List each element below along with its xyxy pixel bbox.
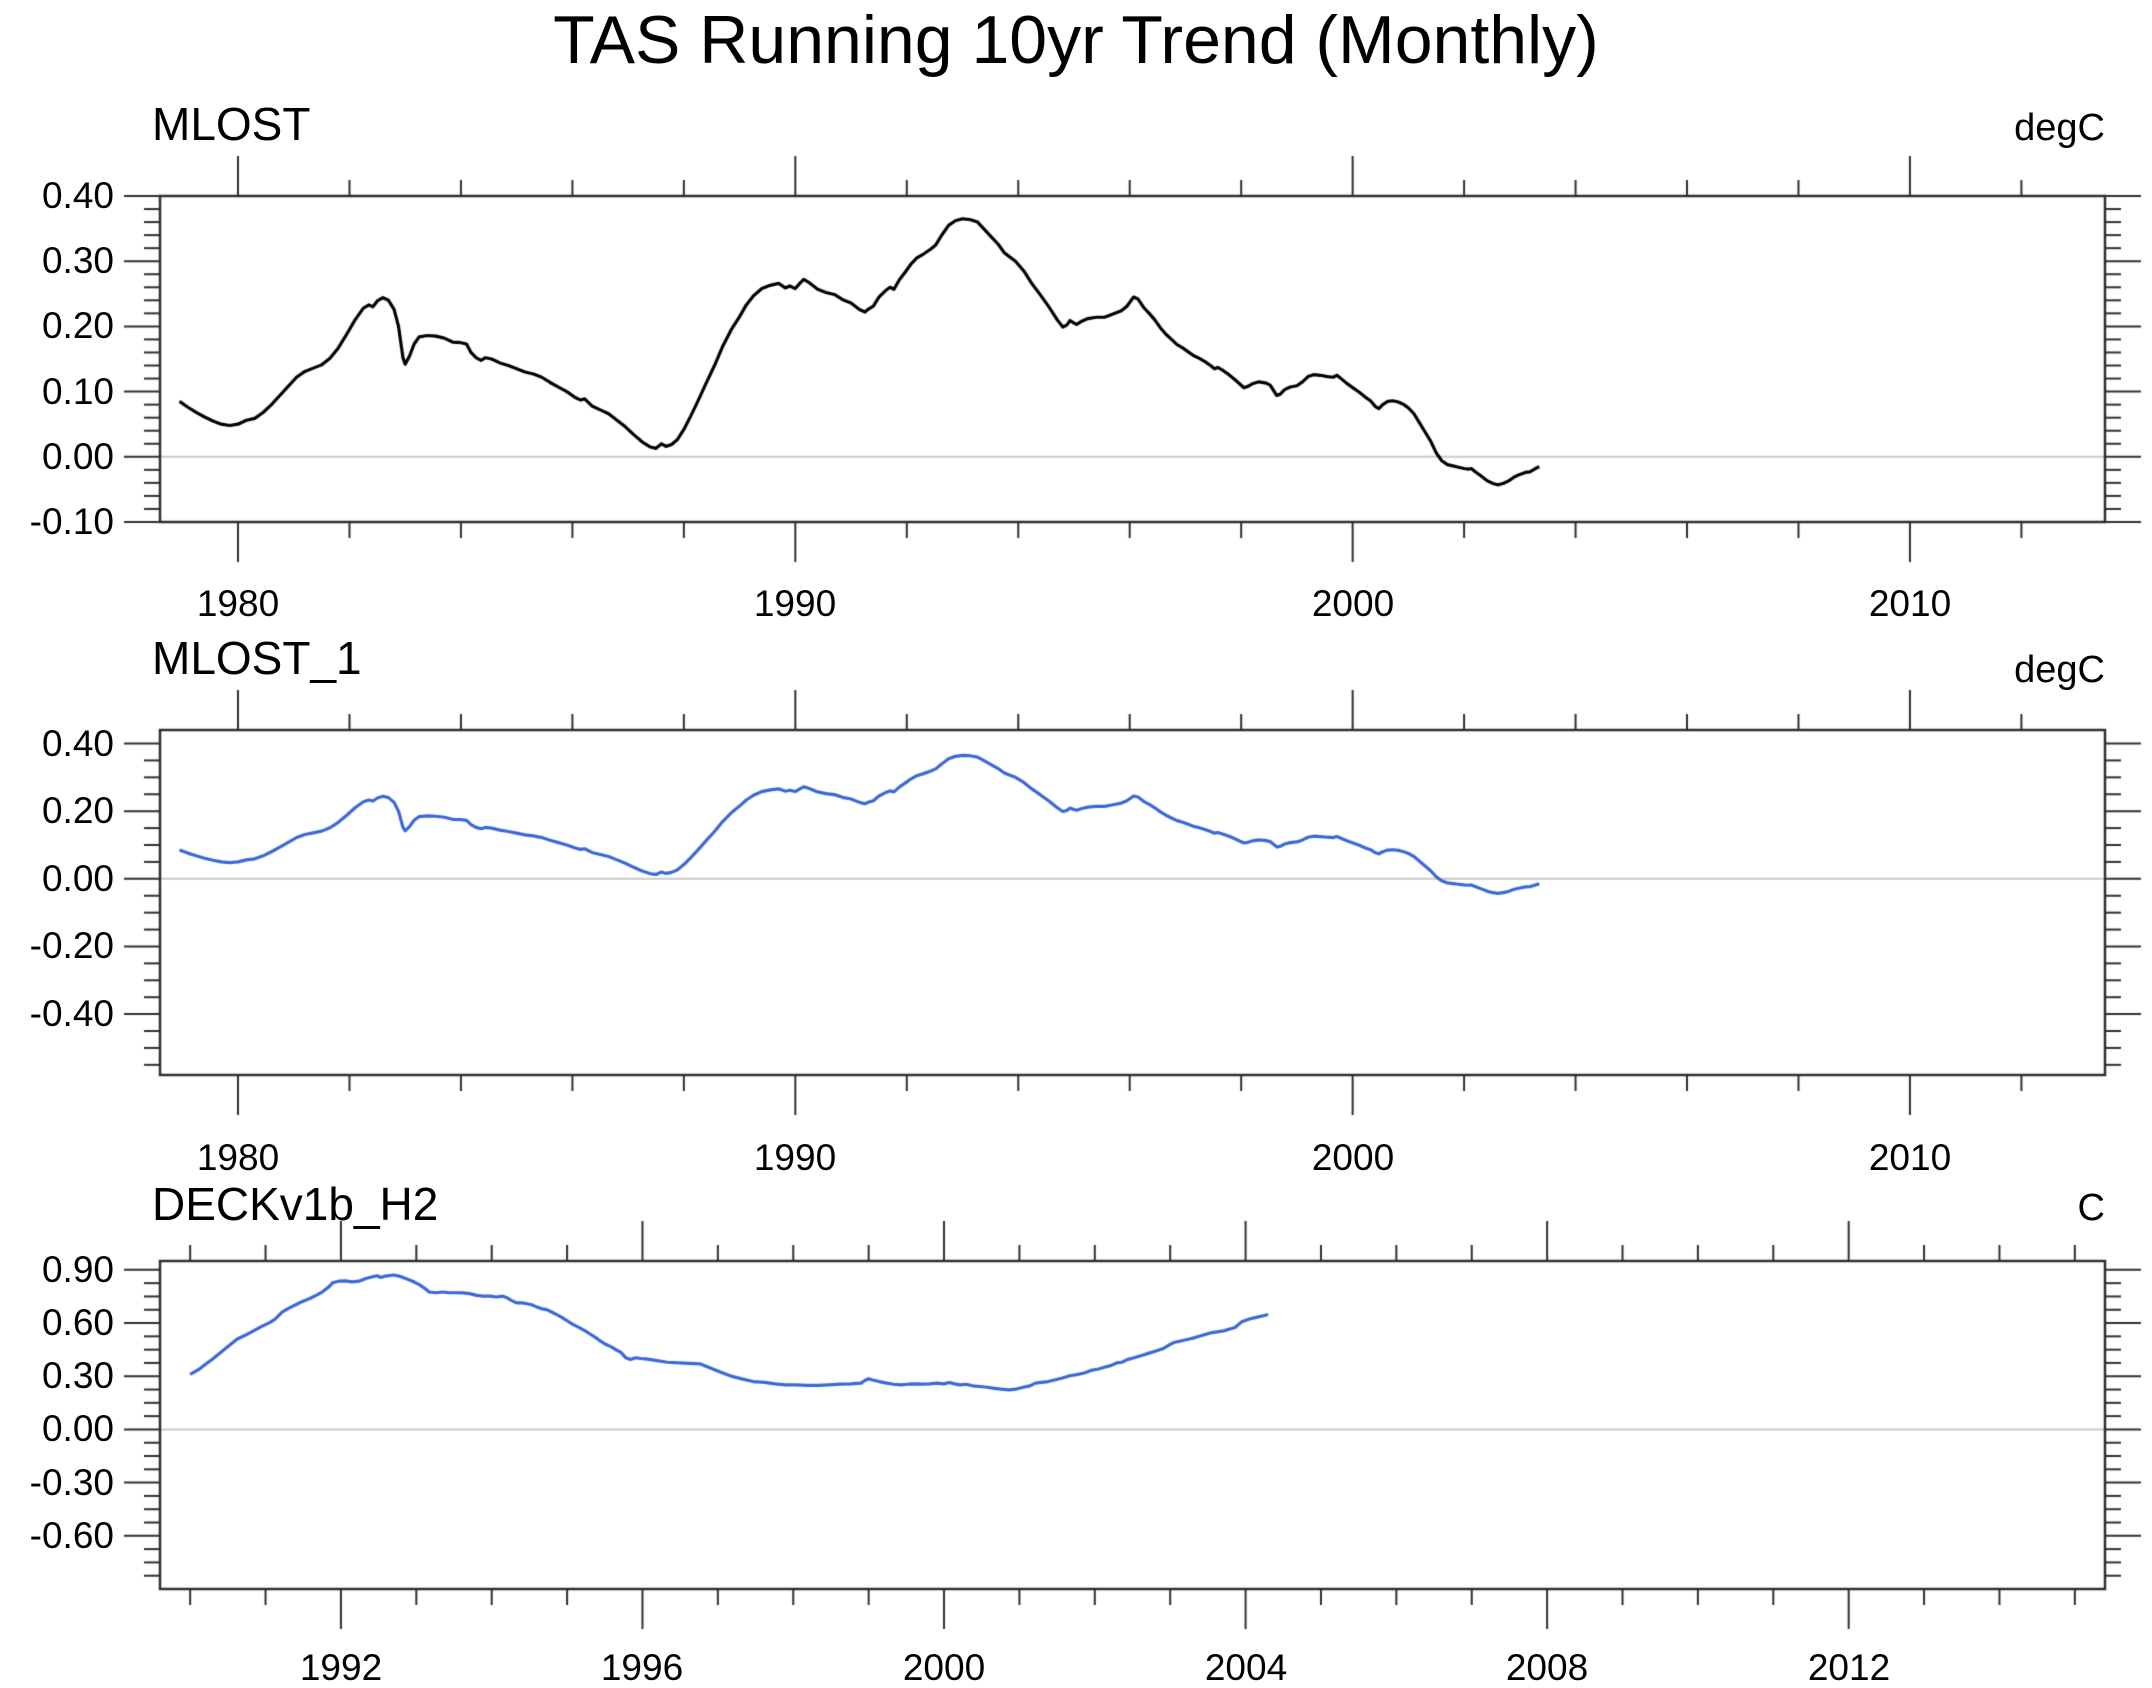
x-axis-tick-label: 1990 [753, 583, 837, 624]
y-axis-tick-label: 0.00 [41, 858, 114, 899]
x-axis-tick-label: 1990 [753, 1137, 837, 1178]
y-axis-tick-label: 0.60 [41, 1302, 114, 1343]
y-axis-tick-label: 0.20 [41, 305, 114, 346]
unit-label-panel1: degC [2014, 107, 2105, 149]
unit-label-panel3: C [2077, 1187, 2105, 1229]
x-axis-tick-label: 2012 [1807, 1647, 1891, 1688]
y-axis-tick-label: 0.00 [41, 1408, 114, 1449]
y-axis-tick-label: 0.90 [41, 1249, 114, 1290]
y-axis-tick-label: 0.10 [41, 371, 114, 412]
x-axis-tick-label: 2008 [1505, 1647, 1589, 1688]
y-axis-tick-label: -0.30 [29, 1462, 114, 1503]
unit-label-panel2: degC [2014, 649, 2105, 691]
panel-title-deckv1b-h2: DECKv1b_H2 [152, 1178, 439, 1230]
x-axis-tick-label: 2000 [1311, 1137, 1395, 1178]
y-axis-tick-label: -0.40 [29, 993, 114, 1034]
y-axis-tick-label: 0.30 [41, 240, 114, 281]
x-axis-tick-label: 1980 [196, 1137, 280, 1178]
y-axis-tick-label: -0.10 [29, 501, 114, 542]
y-axis-tick-label: 0.40 [41, 723, 114, 764]
x-axis-tick-label: 2010 [1868, 1137, 1952, 1178]
x-axis-tick-label: 2004 [1204, 1647, 1288, 1688]
y-axis-tick-label: 0.30 [41, 1355, 114, 1396]
x-axis-tick-label: 1980 [196, 583, 280, 624]
y-axis-tick-label: 0.20 [41, 790, 114, 831]
x-axis-tick-label: 1996 [600, 1647, 684, 1688]
panel-title-mlost: MLOST [152, 98, 311, 150]
x-axis-tick-label: 2000 [902, 1647, 986, 1688]
y-axis-tick-label: 0.40 [41, 175, 114, 216]
panel-title-mlost-1: MLOST_1 [152, 632, 362, 684]
x-axis-tick-label: 2000 [1311, 583, 1395, 624]
x-axis-tick-label: 2010 [1868, 583, 1952, 624]
y-axis-tick-label: -0.60 [29, 1515, 114, 1556]
y-axis-tick-label: 0.00 [41, 436, 114, 477]
x-axis-tick-label: 1992 [299, 1647, 383, 1688]
y-axis-tick-label: -0.20 [29, 925, 114, 966]
figure-title: TAS Running 10yr Trend (Monthly) [553, 2, 1599, 78]
